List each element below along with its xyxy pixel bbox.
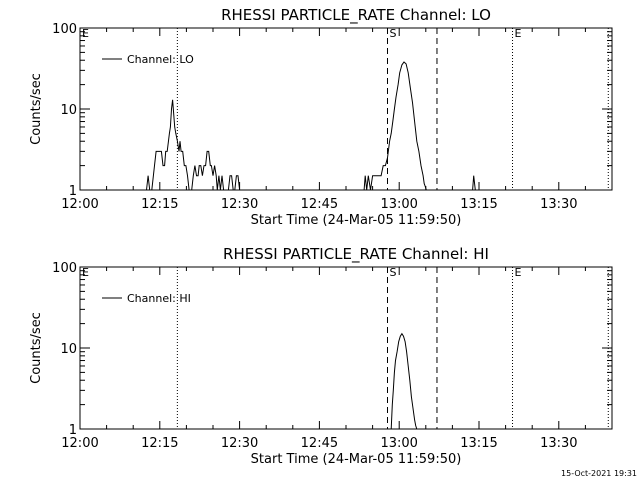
y-tick-label: 100	[52, 261, 77, 276]
x-tick-label: 12:15	[141, 197, 178, 212]
x-tick-label: 12:00	[61, 436, 98, 451]
x-tick-label: 13:00	[380, 436, 417, 451]
chart-panel-lo: RHESSI PARTICLE_RATE Channel: LO 12:00 12:…	[29, 6, 613, 228]
event-marker-label: E	[82, 27, 89, 40]
chart-panel-hi: RHESSI PARTICLE_RATE Channel: HI 12:00 12:…	[29, 245, 613, 467]
plot-timestamp: 15-Oct-2021 19:31	[561, 469, 637, 478]
x-tick-label: 12:45	[301, 436, 338, 451]
y-tick-label: 100	[52, 22, 77, 37]
series-line	[146, 99, 252, 191]
event-marker-label: E	[515, 266, 522, 279]
y-tick-label: 10	[60, 103, 77, 118]
x-tick-label: 13:15	[460, 197, 497, 212]
event-marker-label: S	[389, 266, 396, 279]
x-axis-label: Start Time (24-Mar-05 11:59:50)	[251, 452, 462, 467]
x-tick-label: 13:00	[380, 197, 417, 212]
x-tick-label: 12:45	[301, 197, 338, 212]
y-axis-label: Counts/sec	[29, 73, 44, 145]
x-tick-label: 13:15	[460, 436, 497, 451]
x-tick-label: 12:00	[61, 197, 98, 212]
y-tick-label: 1	[69, 184, 77, 199]
series-line	[390, 332, 418, 430]
chart-title: RHESSI PARTICLE_RATE Channel: HI	[223, 245, 489, 264]
y-tick-label: 10	[60, 342, 77, 357]
y-axis-label: Counts/sec	[29, 312, 44, 384]
legend-label: Channel: LO	[127, 53, 194, 66]
series-line	[363, 61, 427, 191]
legend-label: Channel: HI	[127, 292, 191, 305]
event-marker-label: S	[389, 27, 396, 40]
event-marker-label: E	[515, 27, 522, 40]
x-tick-label: 13:30	[540, 197, 577, 212]
x-tick-label: 13:30	[540, 436, 577, 451]
x-tick-label: 12:15	[141, 436, 178, 451]
x-axis-label: Start Time (24-Mar-05 11:59:50)	[251, 213, 462, 228]
series-line	[472, 175, 476, 191]
event-marker-label: E	[82, 266, 89, 279]
x-tick-label: 12:30	[221, 197, 258, 212]
y-tick-label: 1	[69, 423, 77, 438]
chart-title: RHESSI PARTICLE_RATE Channel: LO	[221, 6, 491, 25]
x-tick-label: 12:30	[221, 436, 258, 451]
